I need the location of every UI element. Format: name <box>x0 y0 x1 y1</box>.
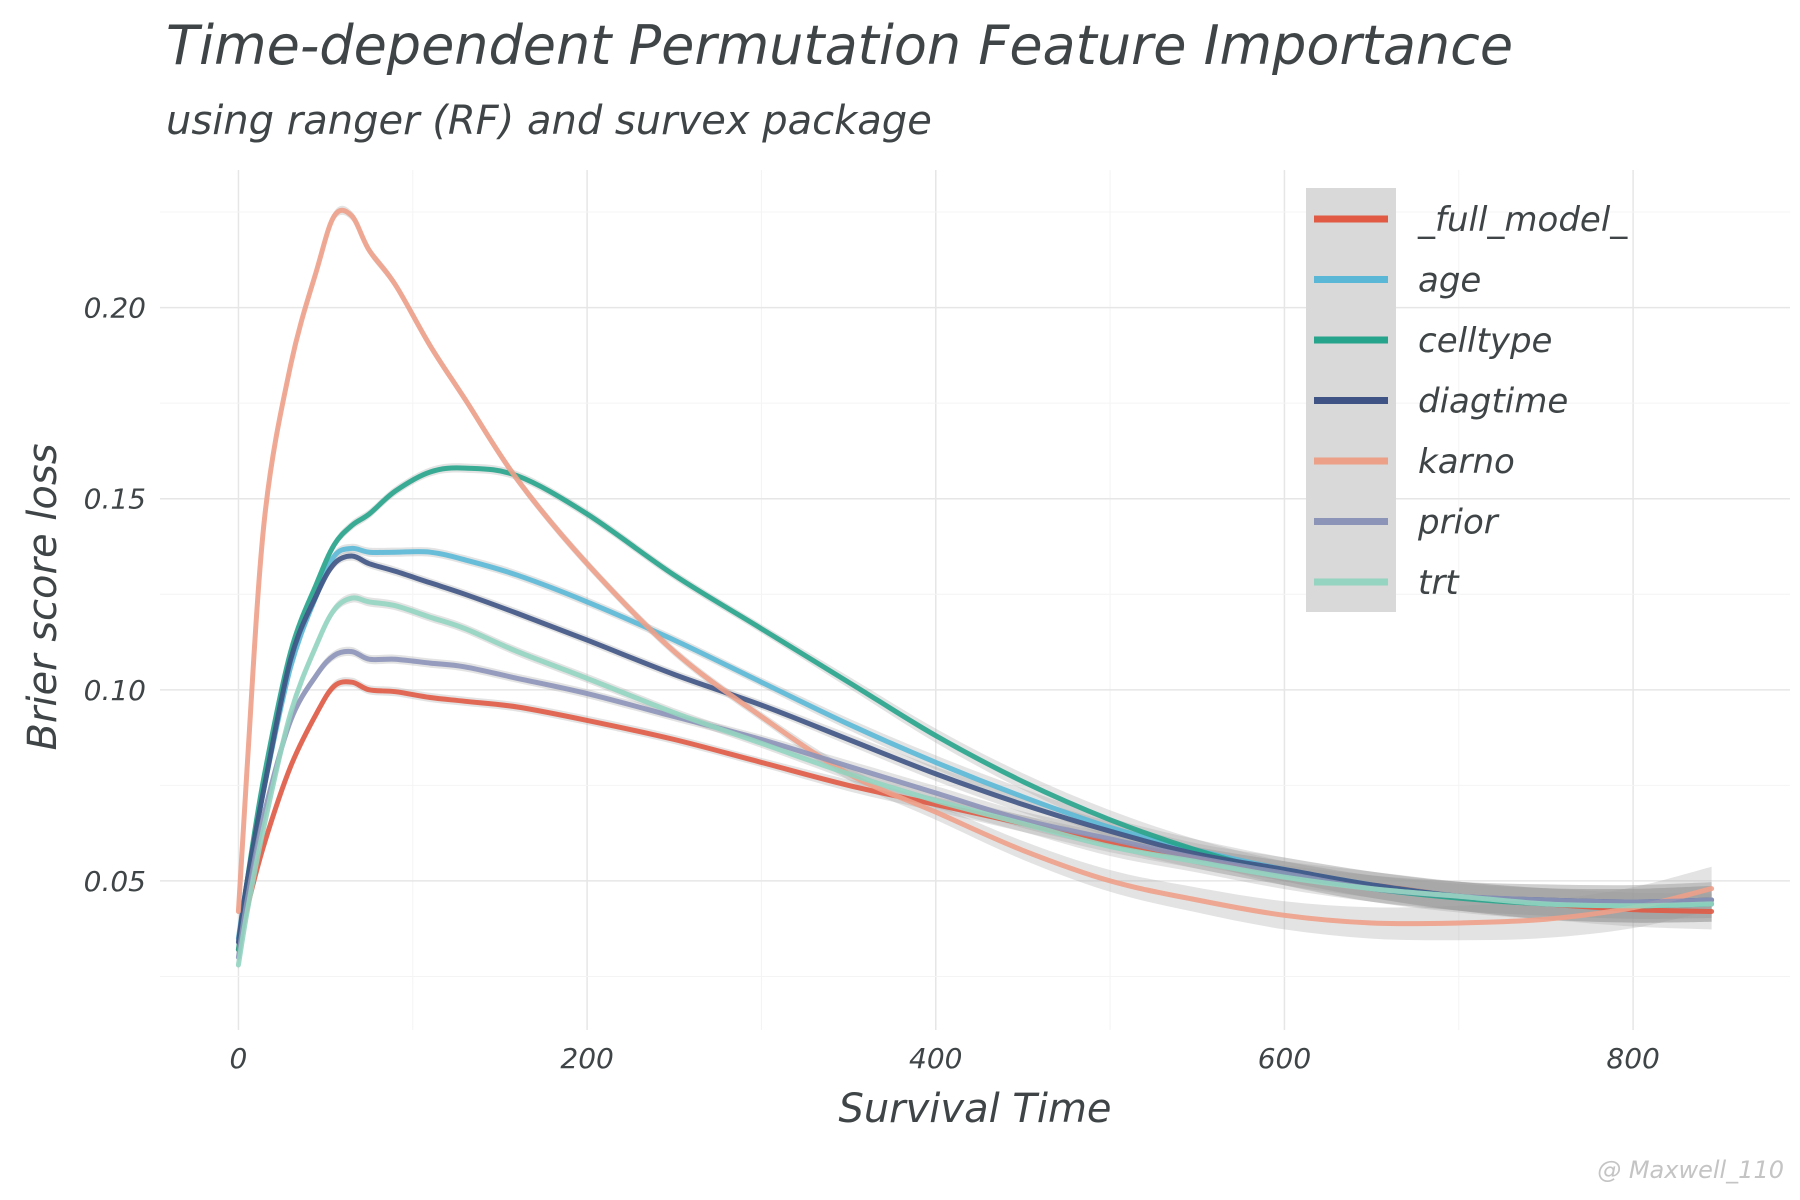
series-line <box>235 553 1715 945</box>
legend-label: trt <box>1418 563 1460 603</box>
grid <box>160 170 1790 1030</box>
legend-label: karno <box>1418 442 1515 482</box>
legend-label: prior <box>1417 503 1500 543</box>
series-line <box>235 207 1715 927</box>
x-tick-label: 800 <box>1606 1042 1659 1075</box>
legend-label: _full_model_ <box>1417 200 1628 240</box>
x-tick-label: 600 <box>1258 1042 1311 1075</box>
chart-title: Time-dependent Permutation Feature Impor… <box>166 14 1513 77</box>
y-axis-label: Brier score loss <box>20 443 66 750</box>
legend-label: diagtime <box>1418 382 1568 422</box>
legend-label: age <box>1418 261 1481 301</box>
y-tick-label: 0.20 <box>84 292 146 325</box>
y-tick-label: 0.05 <box>84 865 146 898</box>
y-tick-label: 0.15 <box>84 483 146 516</box>
x-axis-label: Survival Time <box>838 1086 1111 1132</box>
chart-subtitle: using ranger (RF) and survex package <box>166 98 932 144</box>
series-line <box>235 545 1715 941</box>
legend: _full_model_age celltype diagtime karno prio… <box>1306 188 1628 612</box>
x-tick-label: 200 <box>560 1042 613 1075</box>
watermark: @ Maxwell_110 <box>1597 1156 1784 1184</box>
legend-label: celltype <box>1418 321 1552 361</box>
axis-ticks: 0 200 400 600 800 0.05 0.10 0.15 0.20 <box>84 292 1660 1075</box>
series-line <box>235 595 1715 968</box>
confidence-band <box>238 543 1712 943</box>
series-lines <box>235 207 1715 968</box>
y-tick-label: 0.10 <box>84 674 146 707</box>
x-tick-label: 400 <box>909 1042 962 1075</box>
x-tick-label: 0 <box>230 1042 248 1075</box>
